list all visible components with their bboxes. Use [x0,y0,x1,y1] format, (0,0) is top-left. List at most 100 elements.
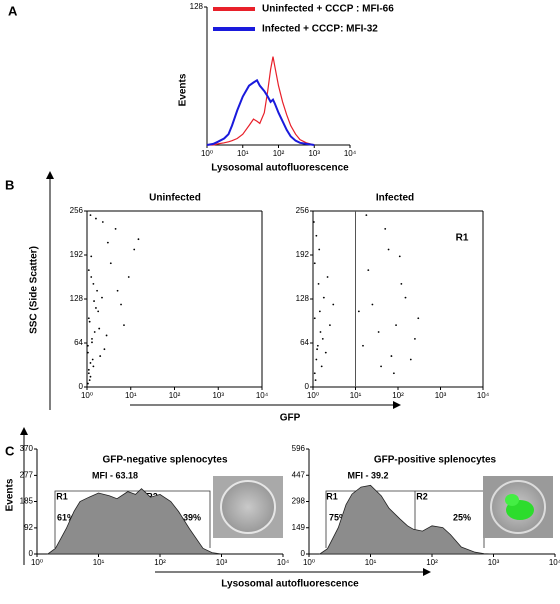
point [103,348,106,351]
point [98,327,101,330]
point [398,255,401,258]
x-tick-label: 10¹ [365,558,377,567]
y-tick-label: 192 [296,250,310,259]
x-axis-label: GFP [280,413,301,424]
point [315,358,318,361]
point [322,296,325,299]
x-tick-label: 10⁰ [303,558,315,567]
x-tick-label: 10¹ [350,391,362,400]
point [357,310,360,313]
point [90,255,93,258]
x-tick-label: 10³ [488,558,500,567]
y-axis-label: SSC (Side Scatter) [29,246,40,334]
point [326,276,329,278]
chart-title: Uninfected [149,193,201,204]
cell-image [483,476,553,538]
histogram-area [46,488,222,555]
point [365,214,368,217]
point [92,365,95,368]
y-axis-label: Events [178,73,189,106]
y-tick-label: 298 [292,497,306,506]
point [87,382,89,385]
point [362,344,364,347]
point [137,238,140,241]
y-tick-label: 370 [20,444,34,453]
percent-label: 61% [57,512,75,522]
point [88,379,91,382]
point [321,337,324,340]
point [133,248,136,251]
point [320,365,323,368]
point [93,331,96,333]
point [87,317,90,320]
y-tick-label: 256 [70,206,84,215]
point [88,320,91,323]
point [87,351,89,354]
point [395,324,397,327]
point [316,348,319,351]
point [409,358,412,361]
panel-label: B [5,177,14,192]
y-tick-label: 92 [24,523,33,532]
x-tick-label: 10³ [216,558,228,567]
percent-label: 25% [453,512,471,522]
point [367,269,370,272]
y-tick-label: 596 [292,444,306,453]
point [318,310,321,313]
x-tick-label: 10⁴ [549,558,560,567]
cell-image [213,476,283,538]
x-tick-label: 10⁰ [201,149,213,158]
point [92,282,95,285]
y-tick-label: 128 [190,2,204,11]
point [101,221,104,223]
point [384,227,387,230]
histogram-line [206,78,315,146]
x-tick-label: 10⁰ [307,391,319,400]
point [414,337,416,340]
point [89,375,92,378]
y-tick-label: 192 [70,250,84,259]
point [105,334,108,337]
point [89,214,92,217]
x-tick-label: 10⁴ [256,391,269,400]
x-tick-label: 10² [392,391,404,400]
percent-label: 75% [329,512,347,522]
region-label: R2 [416,491,428,501]
y-tick-label: 0 [305,382,310,391]
x-tick-label: 10² [426,558,438,567]
x-tick-label: 10³ [435,391,447,400]
point [87,344,89,347]
y-tick-label: 0 [79,382,84,391]
y-tick-label: 0 [301,549,306,558]
region-label: R1 [56,491,68,501]
region-label: R1 [456,233,469,244]
y-axis-label: Events [5,478,16,511]
point [317,282,320,285]
point [392,372,395,375]
point [380,365,382,368]
point [87,372,90,375]
point [319,331,322,333]
point [89,362,92,364]
panel-label: C [5,443,15,458]
x-tick-label: 10¹ [125,391,137,400]
point [90,276,93,278]
x-tick-label: 10⁰ [31,558,43,567]
chart-title: Infected [376,193,414,204]
y-tick-label: 64 [300,338,309,347]
chart-title: GFP-negative splenocytes [102,455,227,466]
y-tick-label: 277 [20,471,34,480]
panel-label: A [8,3,18,18]
point [332,303,335,306]
point [314,379,317,382]
point [95,307,97,309]
point [313,262,316,265]
point [97,310,100,313]
point [91,337,93,340]
point [313,317,316,320]
x-tick-label: 10³ [212,391,224,400]
y-tick-label: 256 [296,206,310,215]
point [95,217,97,220]
percent-label: 39% [183,512,201,522]
